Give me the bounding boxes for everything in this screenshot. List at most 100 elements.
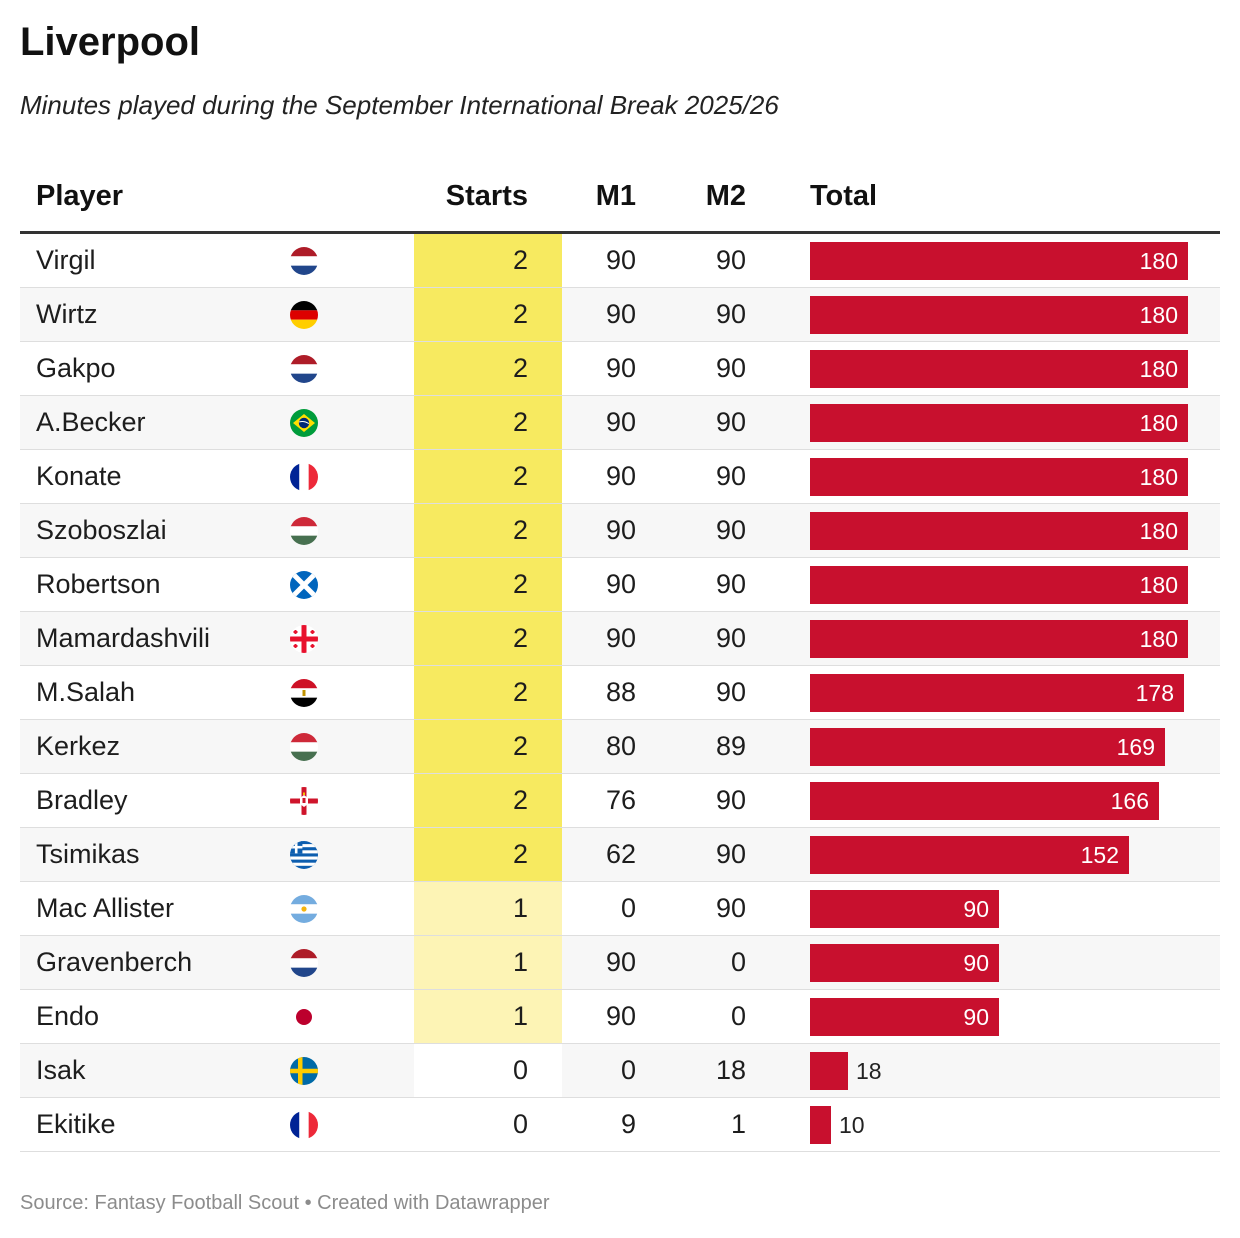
player-name: Szoboszlai <box>36 515 167 545</box>
player-name: Bradley <box>36 785 128 815</box>
player-name: Gravenberch <box>36 947 193 977</box>
starts-value: 2 <box>414 342 562 395</box>
table-row: Tsimikas 2 62 90 152 <box>20 828 1220 882</box>
total-bar <box>810 242 1188 280</box>
total-label: 180 <box>1139 626 1178 652</box>
header-player: Player <box>36 180 124 212</box>
m2-value: 90 <box>715 299 746 329</box>
player-name: Mamardashvili <box>36 623 211 653</box>
starts-value: 1 <box>414 936 562 989</box>
table-row: Gravenberch 1 90 0 90 <box>20 936 1220 990</box>
m1-value: 90 <box>605 461 636 491</box>
total-label: 180 <box>1139 464 1178 490</box>
m2-value: 90 <box>715 893 746 923</box>
m2-value: 1 <box>730 1109 746 1139</box>
total-bar-area: 90 <box>810 890 1220 928</box>
total-label: 180 <box>1139 248 1178 274</box>
total-bar-area: 180 <box>810 296 1220 334</box>
total-bar-area: 178 <box>810 674 1220 712</box>
table-header: Player Starts M1 M2 Total <box>20 166 1220 234</box>
player-name: Gakpo <box>36 353 116 383</box>
total-label: 10 <box>839 1112 865 1138</box>
player-name: Endo <box>36 1001 100 1031</box>
starts-value: 2 <box>414 666 562 719</box>
player-name: A.Becker <box>36 407 146 437</box>
hungary-flag-icon <box>290 517 318 545</box>
total-label: 178 <box>1135 680 1174 706</box>
total-bar-area: 90 <box>810 998 1220 1036</box>
player-name: Virgil <box>36 245 96 275</box>
m1-value: 80 <box>605 731 636 761</box>
total-bar-area: 180 <box>810 242 1220 280</box>
total-bar <box>810 458 1188 496</box>
total-label: 166 <box>1110 788 1149 814</box>
hungary-flag-icon <box>290 733 318 761</box>
total-bar-area: 166 <box>810 782 1220 820</box>
georgia-flag-icon <box>290 625 318 653</box>
japan-flag-icon <box>290 1003 318 1031</box>
m1-value: 90 <box>605 1001 636 1031</box>
m2-value: 90 <box>715 839 746 869</box>
m2-value: 0 <box>730 1001 746 1031</box>
header-m2: M2 <box>705 180 746 212</box>
total-bar <box>810 1052 848 1090</box>
m1-value: 0 <box>620 893 636 923</box>
m2-value: 0 <box>730 947 746 977</box>
m2-value: 90 <box>715 407 746 437</box>
starts-value: 2 <box>414 558 562 611</box>
starts-value: 2 <box>414 288 562 341</box>
player-name: Konate <box>36 461 122 491</box>
m1-value: 90 <box>605 245 636 275</box>
total-bar-area: 180 <box>810 512 1220 550</box>
netherlands-flag-icon <box>290 247 318 275</box>
germany-flag-icon <box>290 301 318 329</box>
total-bar <box>810 512 1188 550</box>
total-label: 18 <box>856 1058 882 1084</box>
greece-flag-icon <box>290 841 318 869</box>
m1-value: 9 <box>620 1109 636 1139</box>
table-row: A.Becker 2 90 90 180 <box>20 396 1220 450</box>
total-bar <box>810 782 1159 820</box>
table-row: Gakpo 2 90 90 180 <box>20 342 1220 396</box>
total-bar-area: 90 <box>810 944 1220 982</box>
starts-value: 2 <box>414 450 562 503</box>
header-total: Total <box>810 180 878 212</box>
table-row: Szoboszlai 2 90 90 180 <box>20 504 1220 558</box>
total-bar-area: 18 <box>810 1052 1220 1090</box>
total-label: 152 <box>1080 842 1119 868</box>
m1-value: 62 <box>605 839 636 869</box>
table-row: Virgil 2 90 90 180 <box>20 234 1220 288</box>
total-label: 180 <box>1139 572 1178 598</box>
player-name: Isak <box>36 1055 86 1085</box>
total-bar <box>810 296 1188 334</box>
northern-ireland-flag-icon <box>290 787 318 815</box>
total-label: 180 <box>1139 410 1178 436</box>
starts-value: 1 <box>414 990 562 1043</box>
header-m1: M1 <box>595 180 636 212</box>
player-name: Ekitike <box>36 1109 116 1139</box>
total-label: 169 <box>1116 734 1155 760</box>
starts-value: 2 <box>414 774 562 827</box>
total-bar <box>810 674 1184 712</box>
starts-value: 2 <box>414 828 562 881</box>
total-label: 90 <box>963 896 989 922</box>
m1-value: 88 <box>605 677 636 707</box>
starts-value: 2 <box>414 396 562 449</box>
total-bar-area: 180 <box>810 620 1220 658</box>
player-name: Mac Allister <box>36 893 175 923</box>
starts-value: 2 <box>414 504 562 557</box>
starts-value: 2 <box>414 612 562 665</box>
netherlands-flag-icon <box>290 355 318 383</box>
starts-value: 0 <box>414 1098 562 1151</box>
starts-value: 2 <box>414 720 562 773</box>
chart-subtitle: Minutes played during the September Inte… <box>20 90 779 120</box>
total-bar <box>810 890 999 928</box>
total-bar-area: 10 <box>810 1106 1220 1144</box>
table-row: Ekitike 0 9 1 10 <box>20 1098 1220 1152</box>
table-row: Konate 2 90 90 180 <box>20 450 1220 504</box>
table-row: Bradley 2 76 90 166 <box>20 774 1220 828</box>
total-label: 90 <box>963 950 989 976</box>
argentina-flag-icon <box>290 895 318 923</box>
table-row: Wirtz 2 90 90 180 <box>20 288 1220 342</box>
starts-value: 1 <box>414 882 562 935</box>
